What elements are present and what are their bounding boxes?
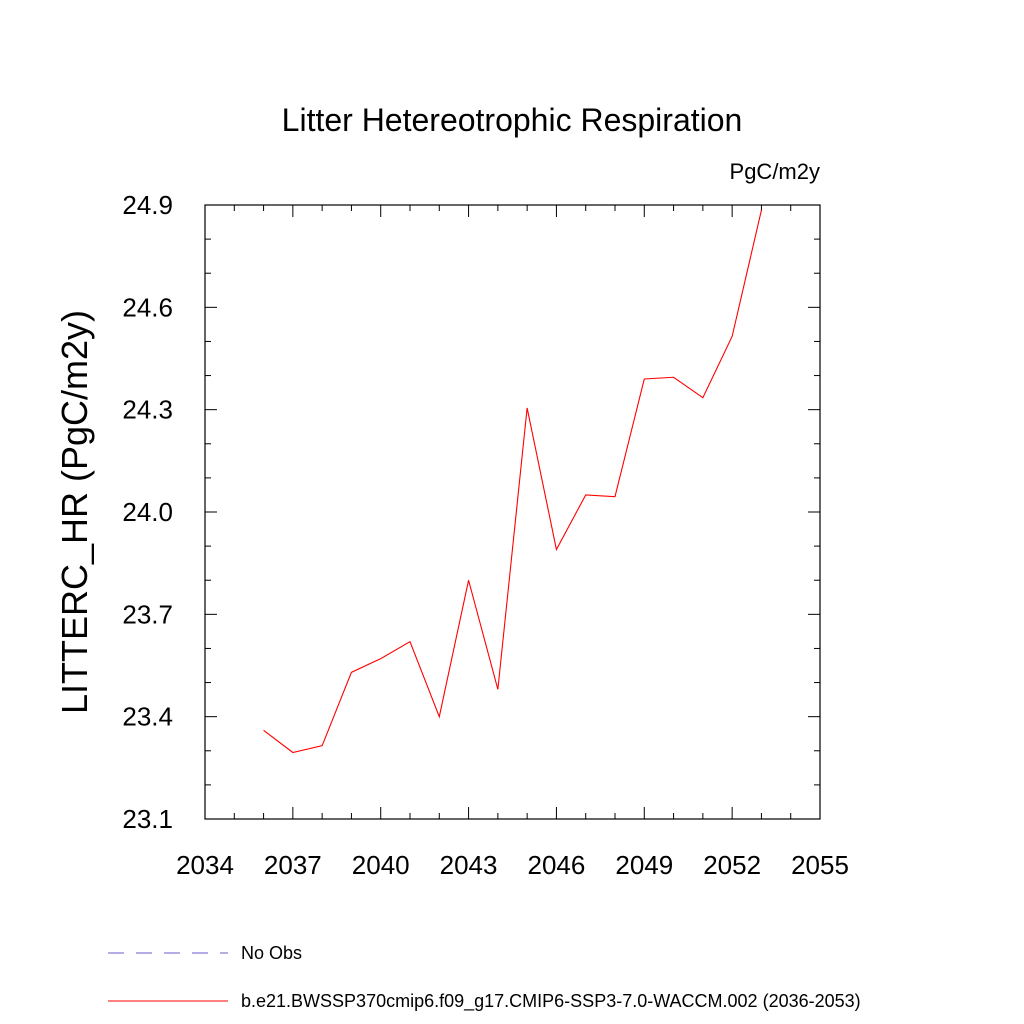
data-point <box>380 658 381 659</box>
y-tick-label: 23.7 <box>122 599 173 629</box>
data-point <box>644 378 645 379</box>
x-tick-label: 2052 <box>703 850 761 880</box>
data-point <box>732 336 733 337</box>
x-tick-label: 2055 <box>791 850 849 880</box>
y-tick-label: 23.1 <box>122 804 173 834</box>
data-point <box>702 397 703 398</box>
y-tick-label: 24.3 <box>122 395 173 425</box>
y-tick-label: 24.6 <box>122 292 173 322</box>
legend-label: b.e21.BWSSP370cmip6.f09_g17.CMIP6-SSP3-7… <box>241 991 861 1012</box>
data-point <box>585 494 586 495</box>
data-point <box>497 689 498 690</box>
data-point <box>761 210 762 211</box>
data-point <box>439 716 440 717</box>
plot-frame <box>204 204 821 820</box>
data-point <box>556 549 557 550</box>
data-point <box>351 672 352 673</box>
x-tick-label: 2046 <box>528 850 586 880</box>
x-tick-label: 2040 <box>352 850 410 880</box>
x-tick-label: 2043 <box>440 850 498 880</box>
series-layer <box>263 209 762 754</box>
data-point <box>673 377 674 378</box>
data-point <box>292 752 293 753</box>
axis-ticks: 2034 2037 2040 2043 2046 2049 2052 2055 23.1 23.4… <box>122 190 849 880</box>
data-point <box>527 407 528 408</box>
legend-label: No Obs <box>241 943 302 963</box>
y-axis-label: LITTERC_HR (PgC/m2y) <box>54 310 95 714</box>
units-label: PgC/m2y <box>730 159 820 184</box>
data-point <box>614 496 615 497</box>
y-tick-label: 24.0 <box>122 497 173 527</box>
chart-title: Litter Hetereotrophic Respiration <box>282 102 743 138</box>
data-point <box>263 730 264 731</box>
x-tick-label: 2034 <box>176 850 234 880</box>
x-tick-label: 2049 <box>615 850 673 880</box>
y-tick-label: 23.4 <box>122 702 173 732</box>
data-point <box>322 745 323 746</box>
series-line <box>263 209 762 754</box>
data-point <box>409 641 410 642</box>
y-tick-label: 24.9 <box>122 190 173 220</box>
legend: No Obs b.e21.BWSSP370cmip6.f09_g17.CMIP6-… <box>108 943 861 1012</box>
x-tick-label: 2037 <box>264 850 322 880</box>
data-point <box>468 580 469 581</box>
